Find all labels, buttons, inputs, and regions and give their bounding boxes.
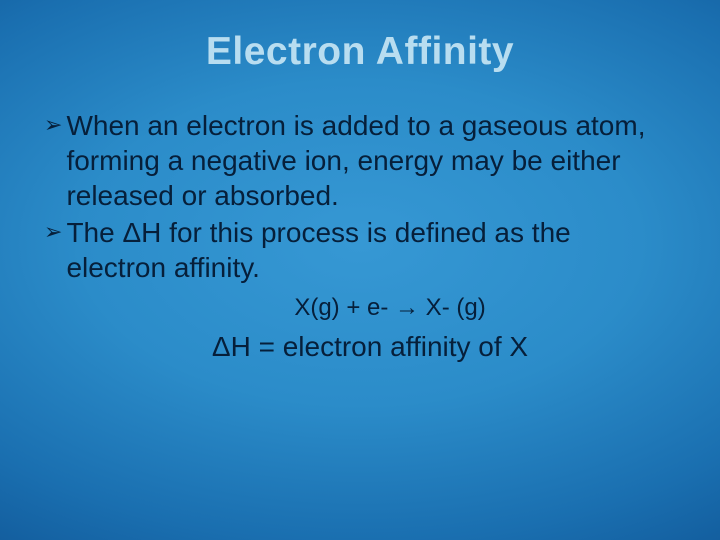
list-item: ➢ When an electron is added to a gaseous… [50,108,670,213]
slide-title: Electron Affinity [50,30,670,74]
list-item: ➢ The ΔH for this process is defined as … [50,215,670,285]
equation-definition: ΔH = electron affinity of X [50,329,670,364]
bullet-text: The ΔH for this process is defined as th… [66,215,670,285]
slide-container: Electron Affinity ➢ When an electron is … [0,0,720,540]
equation-block: X(g) + e- → X- (g) ΔH = electron affinit… [50,293,670,364]
bullet-marker-icon: ➢ [44,215,62,249]
equation-reaction: X(g) + e- → X- (g) [50,293,670,323]
bullet-list: ➢ When an electron is added to a gaseous… [50,108,670,364]
bullet-text: When an electron is added to a gaseous a… [66,108,670,213]
bullet-marker-icon: ➢ [44,108,62,142]
